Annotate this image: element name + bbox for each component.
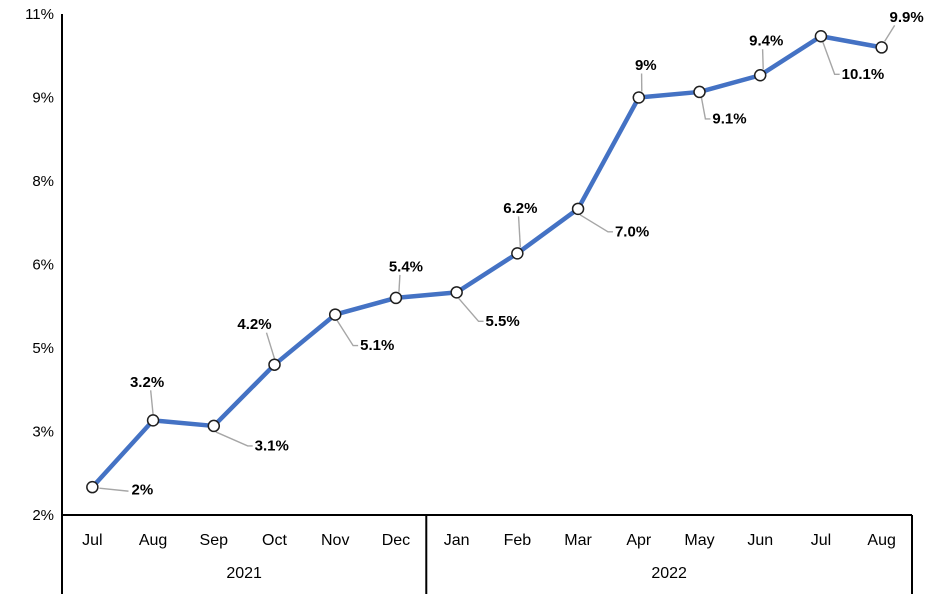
data-point-marker xyxy=(146,414,160,427)
x-axis-month-label: Oct xyxy=(262,532,287,549)
leader-line xyxy=(149,390,154,415)
x-axis-month-label: Sep xyxy=(200,532,229,549)
data-point-label: 7.0% xyxy=(615,223,649,240)
x-axis-month-label: Mar xyxy=(564,532,592,549)
data-point-marker xyxy=(693,85,706,99)
y-axis-tick-label: 8% xyxy=(32,173,54,190)
markers-group xyxy=(86,30,888,494)
leader-line xyxy=(761,49,764,70)
data-point-marker xyxy=(86,480,99,494)
y-axis-tick-label: 3% xyxy=(32,424,54,441)
year-label: 2022 xyxy=(651,565,687,582)
leader-line xyxy=(336,320,359,347)
data-point-marker xyxy=(268,358,281,371)
leader-line xyxy=(517,216,522,248)
x-axis-month-label: Nov xyxy=(321,532,349,549)
y-axis-tick-label: 9% xyxy=(32,90,54,107)
data-point-label: 10.1% xyxy=(842,66,885,83)
data-point-marker xyxy=(450,286,463,299)
data-point-label: 6.2% xyxy=(503,200,537,217)
x-axis-month-label: Jan xyxy=(444,532,470,549)
x-axis-month-label: Jun xyxy=(747,532,773,549)
data-point-label: 3.2% xyxy=(130,374,164,391)
data-point-marker xyxy=(814,30,828,43)
axes-group: 2021 2022 2% 3% 5% 6% 8% 9% 11% Jul Aug Sep Oct Nov De… xyxy=(25,6,913,594)
y-axis-tick-label: 6% xyxy=(32,257,54,274)
x-axis-month-label: Aug xyxy=(867,532,895,549)
leader-line xyxy=(700,97,711,120)
data-point-label: 5.1% xyxy=(360,337,394,354)
data-point-marker xyxy=(328,308,342,321)
year-label: 2021 xyxy=(226,565,262,582)
data-point-marker xyxy=(511,247,524,260)
data-point-label: 9% xyxy=(635,57,657,74)
x-axis-month-label: Aug xyxy=(139,532,167,549)
x-axis-month-label: May xyxy=(684,532,714,549)
point-labels-group: 2% 3.2% 3.1% 4.2% 5.1% 5.4% 5.5% 6.2% 7.0% 9% 9.1%… xyxy=(130,9,924,499)
data-point-label: 4.2% xyxy=(237,316,271,333)
series-line xyxy=(90,34,884,490)
data-point-marker xyxy=(389,291,403,305)
leader-line xyxy=(398,274,401,292)
data-point-label: 5.5% xyxy=(486,313,520,330)
x-axis-month-label: Apr xyxy=(626,532,652,549)
data-point-label: 9.1% xyxy=(712,110,746,127)
y-axis-tick-label: 2% xyxy=(32,507,54,524)
x-axis-month-label: Feb xyxy=(504,532,532,549)
data-point-marker xyxy=(207,419,221,433)
series-line-group xyxy=(90,34,884,490)
leader-line xyxy=(99,487,129,492)
x-axis-month-label: Dec xyxy=(382,532,410,549)
leader-line xyxy=(215,431,253,447)
x-axis-month-label: Jul xyxy=(82,532,102,549)
leader-lines-group xyxy=(99,25,896,492)
data-point-label: 2% xyxy=(132,482,154,499)
data-point-marker xyxy=(632,91,646,104)
y-axis-tick-label: 11% xyxy=(25,6,54,23)
data-point-marker xyxy=(875,41,888,54)
data-point-marker xyxy=(571,202,585,216)
leader-line xyxy=(265,332,276,359)
x-axis-month-label: Jul xyxy=(811,532,831,549)
data-point-label: 3.1% xyxy=(255,437,289,454)
leader-line xyxy=(458,297,484,323)
leader-line xyxy=(822,42,840,75)
y-axis-tick-label: 5% xyxy=(32,340,54,357)
data-point-label: 9.4% xyxy=(749,33,783,50)
leader-line xyxy=(884,25,896,42)
data-point-label: 5.4% xyxy=(389,258,423,275)
data-point-marker xyxy=(753,68,767,82)
data-point-label: 9.9% xyxy=(890,9,924,26)
leader-line xyxy=(579,214,613,233)
